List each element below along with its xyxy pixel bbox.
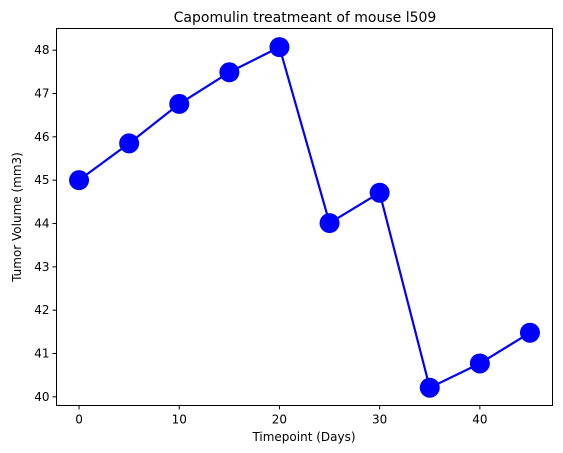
data-point bbox=[419, 377, 440, 398]
data-point bbox=[69, 170, 90, 191]
x-axis-label: Timepoint (Days) bbox=[251, 430, 355, 444]
y-tick-label: 44 bbox=[34, 217, 49, 231]
x-tick-label: 20 bbox=[272, 413, 287, 427]
series-line bbox=[78, 46, 531, 389]
x-tick-label: 10 bbox=[172, 413, 187, 427]
y-tick-label: 43 bbox=[34, 260, 49, 274]
y-axis: 40 41 42 43 44 45 46 47 48 bbox=[34, 43, 57, 404]
x-axis: 0 10 20 30 40 bbox=[75, 405, 487, 427]
x-tick-label: 30 bbox=[372, 413, 387, 427]
y-tick-label: 47 bbox=[34, 87, 49, 101]
y-tick-label: 46 bbox=[34, 130, 49, 144]
x-tick-label: 0 bbox=[75, 413, 83, 427]
data-point bbox=[119, 133, 140, 154]
y-tick-label: 45 bbox=[34, 173, 49, 187]
y-axis-label: Tumor Volume (mm3) bbox=[10, 152, 24, 283]
data-point bbox=[219, 62, 240, 83]
y-tick-label: 41 bbox=[34, 347, 49, 361]
chart-title: Capomulin treatmeant of mouse l509 bbox=[174, 10, 437, 26]
data-point bbox=[519, 322, 540, 343]
data-point bbox=[169, 93, 190, 114]
series-layer bbox=[69, 37, 540, 398]
data-point bbox=[269, 37, 290, 58]
data-point bbox=[369, 182, 390, 203]
x-tick-label: 40 bbox=[472, 413, 487, 427]
y-tick-label: 40 bbox=[34, 390, 49, 404]
y-tick-label: 48 bbox=[34, 43, 49, 57]
data-point bbox=[469, 353, 490, 374]
y-tick-label: 42 bbox=[34, 303, 49, 317]
plot-area bbox=[56, 28, 553, 406]
data-point bbox=[319, 213, 340, 234]
